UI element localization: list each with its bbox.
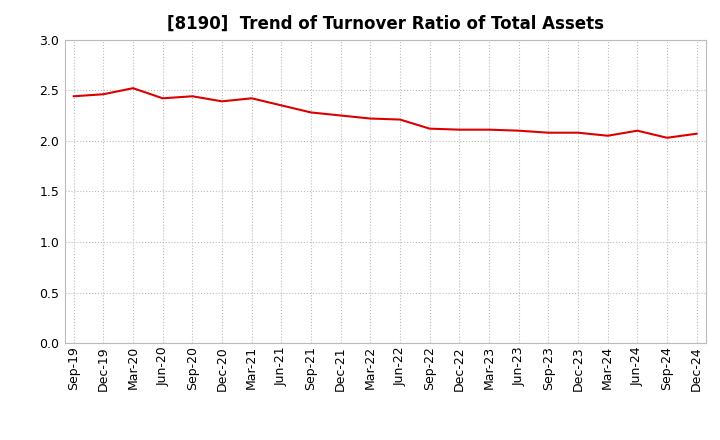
Title: [8190]  Trend of Turnover Ratio of Total Assets: [8190] Trend of Turnover Ratio of Total … xyxy=(167,15,603,33)
